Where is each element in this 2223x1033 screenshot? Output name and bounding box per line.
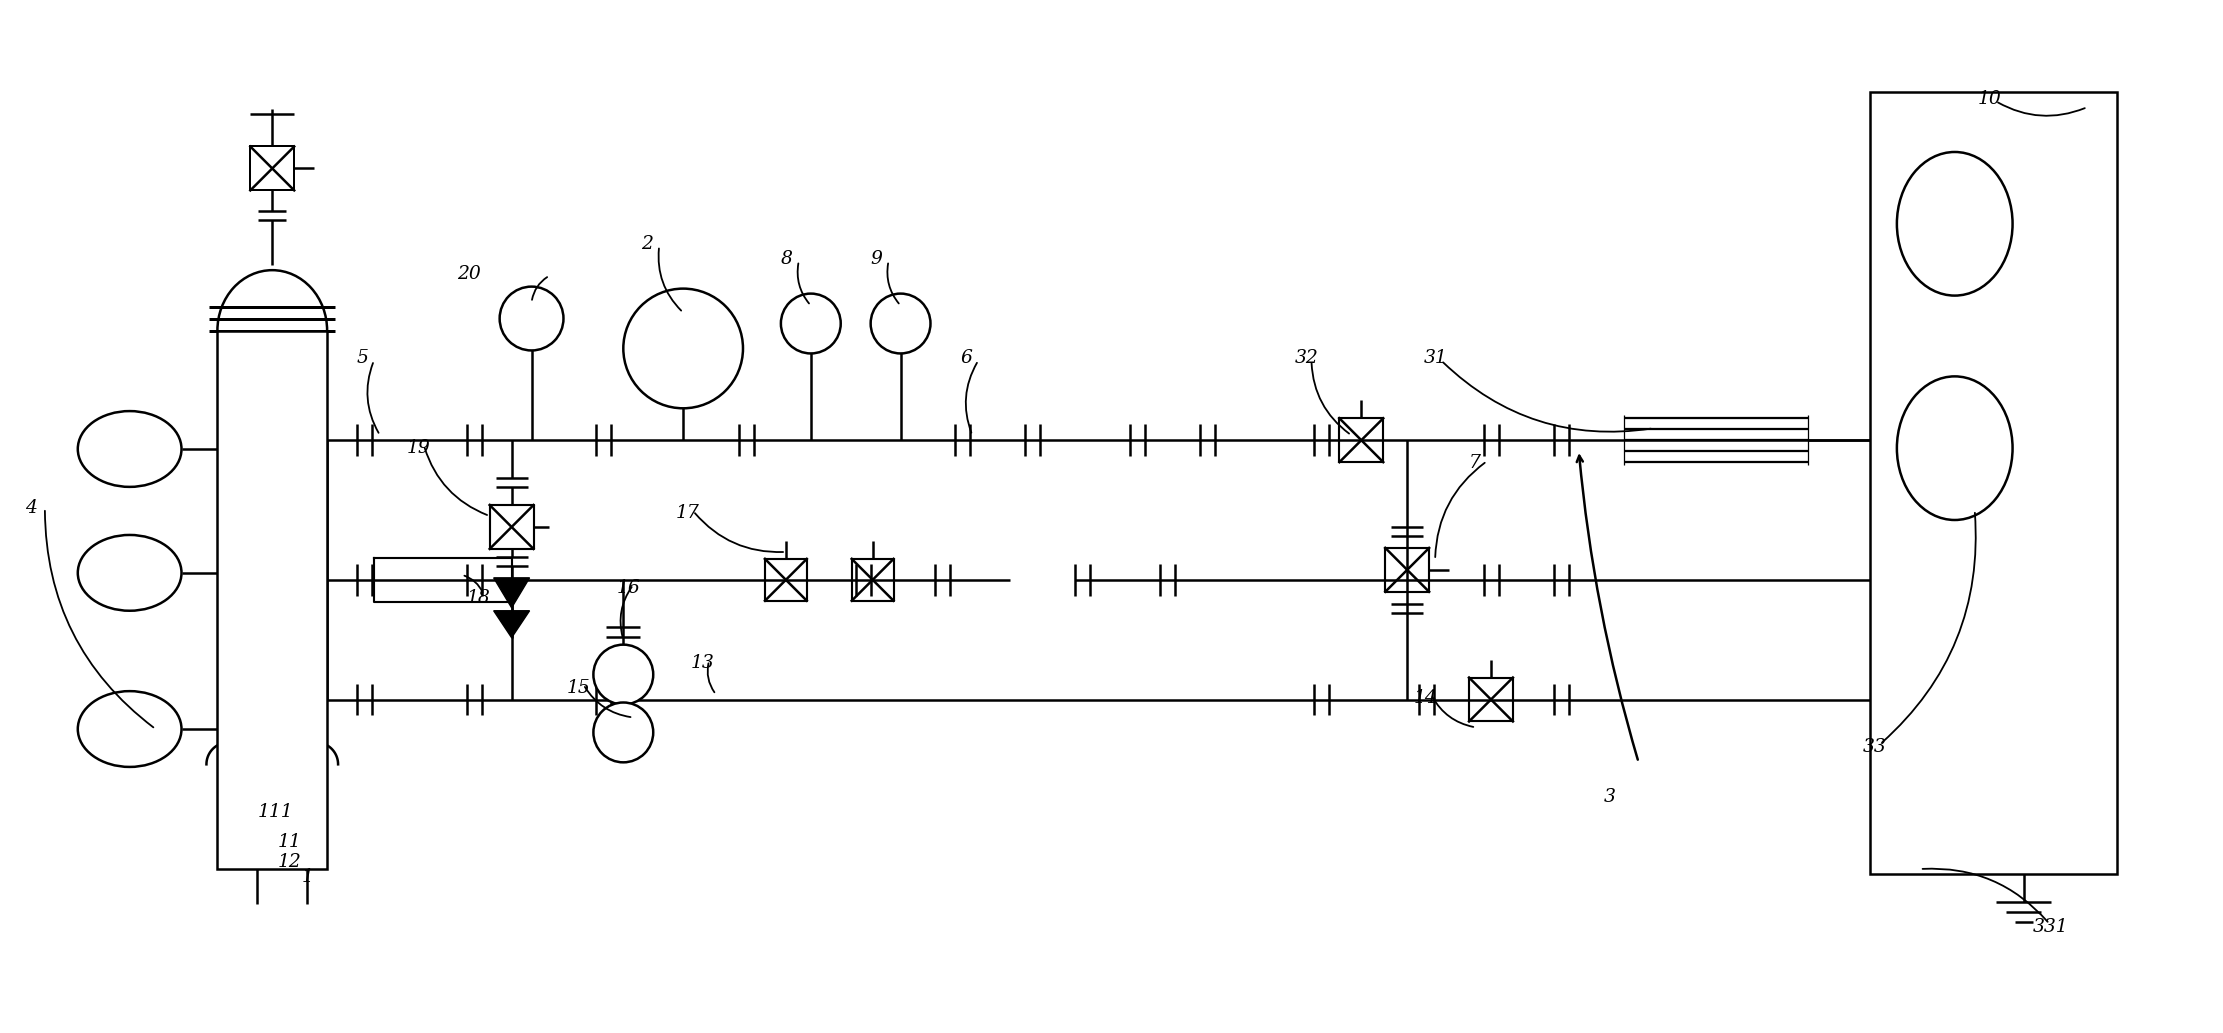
Text: 17: 17 [676,504,700,522]
Circle shape [871,293,931,353]
Text: 4: 4 [24,499,38,518]
Text: 31: 31 [1425,349,1447,368]
Text: 12: 12 [278,853,300,871]
Text: 20: 20 [456,264,480,283]
Text: 16: 16 [616,578,640,597]
Ellipse shape [78,411,182,487]
Text: 11: 11 [278,834,300,851]
Text: 3: 3 [1603,788,1616,806]
Circle shape [594,702,654,762]
Circle shape [780,293,840,353]
Text: 111: 111 [258,804,293,821]
Circle shape [500,286,562,350]
Polygon shape [494,611,529,637]
Ellipse shape [1896,376,2012,520]
Text: 18: 18 [467,589,491,606]
Text: 32: 32 [1294,349,1318,368]
Text: 6: 6 [960,349,971,368]
Circle shape [594,645,654,705]
Circle shape [622,288,742,408]
Text: 15: 15 [567,679,591,696]
Bar [1870,92,2116,874]
Text: 7: 7 [1469,455,1481,472]
Ellipse shape [78,535,182,611]
Text: 10: 10 [1978,90,2001,108]
Ellipse shape [78,691,182,766]
Text: 5: 5 [358,349,369,368]
Text: 331: 331 [2032,918,2067,936]
Text: 1: 1 [302,868,313,886]
Text: 14: 14 [1414,689,1438,707]
Text: 13: 13 [691,654,716,671]
Ellipse shape [1896,152,2012,295]
Text: 9: 9 [871,250,883,268]
Bar [218,331,327,869]
Text: 19: 19 [407,439,431,458]
Text: 33: 33 [1863,739,1887,756]
Text: 2: 2 [640,234,654,253]
Polygon shape [494,577,529,607]
Text: 8: 8 [780,250,794,268]
